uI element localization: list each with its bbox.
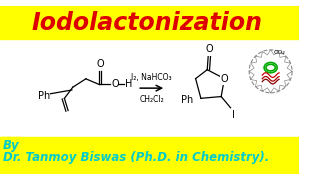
Text: Ph: Ph xyxy=(38,91,50,101)
Text: O: O xyxy=(220,74,228,84)
Bar xyxy=(0,6,299,39)
Text: H: H xyxy=(125,79,132,89)
Text: CO₂: CO₂ xyxy=(274,50,285,55)
Text: By: By xyxy=(3,140,20,152)
Bar xyxy=(0,137,299,174)
Text: Ph: Ph xyxy=(181,95,193,105)
Text: O: O xyxy=(111,79,119,89)
Text: Iodolactonization: Iodolactonization xyxy=(32,11,263,35)
Text: I: I xyxy=(232,110,235,120)
Text: I₂, NaHCO₃: I₂, NaHCO₃ xyxy=(131,73,172,82)
Text: O: O xyxy=(96,58,104,69)
Bar xyxy=(0,137,20,148)
Text: Dr. Tanmoy Biswas (Ph.D. in Chemistry).: Dr. Tanmoy Biswas (Ph.D. in Chemistry). xyxy=(3,151,269,164)
Text: CH₂Cl₂: CH₂Cl₂ xyxy=(139,95,164,104)
Text: O: O xyxy=(205,44,213,54)
